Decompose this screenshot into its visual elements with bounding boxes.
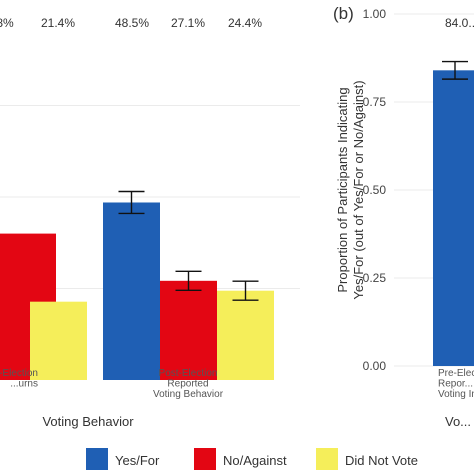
panel-b-bar-0 (433, 70, 474, 366)
legend-swatch-0 (86, 448, 108, 470)
panel-a-bar-0-1 (30, 301, 87, 380)
panel-b: (b) 0.00 0.25 0.50 0.75 1.00 Proportion of Pa… (333, 4, 474, 429)
panel-b-x-tick-label-0-2: Voting Int... (438, 389, 474, 400)
legend-label-1: No/Against (223, 453, 287, 468)
panel-a-top-label-1-1: 27.1% (171, 16, 205, 30)
panel-b-x-tick-label-0-0: Pre-Elec... (438, 368, 474, 379)
legend-label-2: Did Not Vote (345, 453, 418, 468)
panel-b-tag: (b) (333, 4, 354, 23)
panel-b-x-axis-title: Vo... (445, 414, 471, 429)
panel-b-y-axis-title-1: Yes/For (out of Yes/For or No/Against) (351, 80, 366, 299)
panel-a-top-label-1-0: 48.5% (115, 16, 149, 30)
panel-a-top-label-0-0: ...8% (0, 16, 14, 30)
panel-a-x-tick-label-1-2: Voting Behavior (153, 389, 224, 400)
panel-a-x-tick-label-0-0: ...-Election (0, 368, 38, 379)
panel-b-y-tick-label-2: 0.50 (363, 183, 387, 197)
panel-b-top-label-0: 84.0... (445, 16, 474, 30)
panel-b-y-axis-title-0: Proportion of Participants Indicating (335, 87, 350, 292)
panel-a-top-label-1-2: 24.4% (228, 16, 262, 30)
panel-a-x-tick-label-1-0: Post-Election (159, 368, 218, 379)
panel-b-y-tick-label-1: 0.25 (363, 271, 387, 285)
panel-a-x-tick-label-1-1: Reported (167, 379, 208, 390)
panel-b-y-tick-label-3: 0.75 (363, 95, 387, 109)
panel-a-bar-1-0 (103, 202, 160, 380)
panel-a-bar-1-2 (217, 290, 274, 380)
panel-b-y-tick-label-4: 1.00 (363, 7, 387, 21)
panel-a-top-label-0-1: 21.4% (41, 16, 75, 30)
legend-label-0: Yes/For (115, 453, 160, 468)
panel-a-x-axis-title: Voting Behavior (42, 414, 134, 429)
panel-a: ...8% 21.4% ...-Election...urns 48.5% 27.1% 2… (0, 16, 300, 429)
panel-a-bar-1-1 (160, 280, 217, 380)
legend: Yes/For No/Against Did Not Vote (86, 448, 418, 470)
legend-swatch-1 (194, 448, 216, 470)
panel-a-x-tick-label-0-1: ...urns (10, 379, 38, 390)
panel-b-x-tick-label-0-1: Repor... (438, 379, 473, 390)
panel-b-y-tick-label-0: 0.00 (363, 359, 387, 373)
legend-swatch-2 (316, 448, 338, 470)
